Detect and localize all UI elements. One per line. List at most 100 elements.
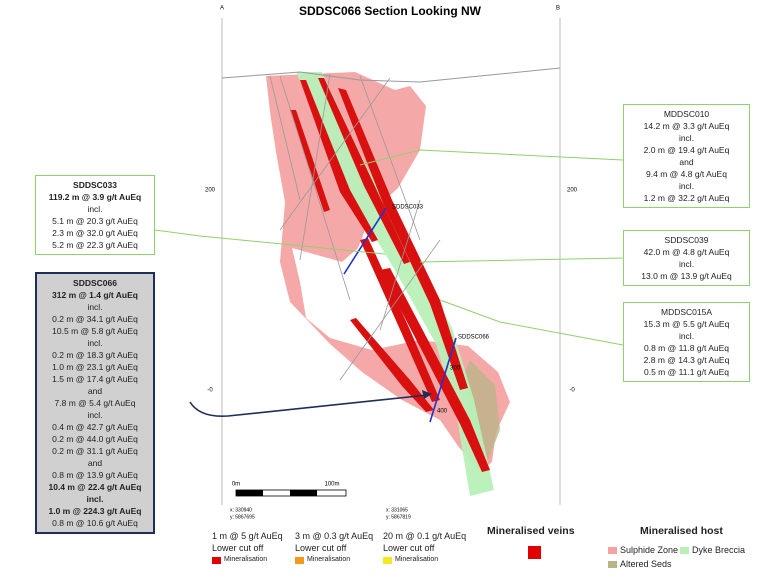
box-line: 0.8 m @ 10.6 g/t AuEq: [52, 518, 138, 528]
trace: [279, 77, 391, 231]
title: SDDSC066 Section Looking NW: [299, 4, 482, 18]
leader: [439, 299, 624, 346]
arrow-head: [422, 390, 432, 399]
trace: [379, 199, 421, 331]
elevation-label: -0: [569, 388, 575, 394]
leader: [419, 257, 624, 263]
box-line: 2.3 m @ 32.0 g/t AuEq: [52, 228, 138, 238]
legend-swatch: [212, 557, 221, 564]
box-line: 10.4 m @ 22.4 g/t AuEq: [48, 482, 142, 492]
vein: [318, 78, 410, 264]
trace: [299, 73, 331, 261]
leaders: [154, 149, 624, 346]
legend-grade: 3 m @ 0.3 g/t AuEq: [295, 531, 374, 541]
box-line: SDDSC039: [664, 235, 709, 245]
arrow: [189, 394, 429, 418]
box-line: 0.2 m @ 44.0 g/t AuEq: [52, 434, 138, 444]
box-line: 5.2 m @ 22.3 g/t AuEq: [52, 240, 138, 250]
legend-grade: 1 m @ 5 g/t AuEq: [212, 531, 283, 541]
coordinate: x: 330940: [230, 507, 252, 513]
section-label: B: [556, 6, 560, 12]
box-line: incl.: [87, 302, 103, 312]
box-line: 312 m @ 1.4 g/t AuEq: [52, 290, 138, 300]
legend-swatch: [608, 547, 617, 554]
box-line: incl.: [678, 133, 695, 143]
legend-heading: Mineralised host: [640, 525, 723, 537]
box-line: 15.3 m @ 5.5 g/t AuEq: [643, 319, 730, 329]
trace: [279, 75, 351, 301]
legend-swatch-label: Mineralisation: [224, 556, 268, 563]
intercept-box: SDDSC039 42.0 m @ 4.8 g/t AuEq incl. 13.0 m…: [623, 230, 750, 286]
box-line: 0.2 m @ 31.1 g/t AuEq: [52, 446, 138, 456]
legend-item: Altered Seds: [620, 559, 672, 569]
legend-swatch-label: Mineralisation: [395, 556, 439, 563]
dyke-breccia: [296, 72, 494, 496]
box-line: incl.: [87, 204, 103, 214]
depth-label: 400: [437, 409, 448, 415]
box-line: SDDSC066: [73, 278, 117, 288]
vein: [380, 268, 490, 472]
elevation-label: -0: [207, 388, 213, 394]
hole-label: SDDSC033: [392, 205, 424, 211]
box-line: 13.0 m @ 13.9 g/t AuEq: [641, 271, 732, 281]
vein: [300, 80, 378, 242]
vein: [350, 318, 434, 412]
box-line: 1.0 m @ 23.1 g/t AuEq: [52, 362, 138, 372]
box-line: incl.: [87, 338, 103, 348]
intercept-box: MDDSC010 14.2 m @ 3.3 g/t AuEq incl. 2.0 m …: [623, 104, 750, 208]
scale-block: [236, 490, 263, 496]
box-line: 0.8 m @ 11.8 g/t AuEq: [643, 343, 730, 353]
box-line: and: [87, 386, 103, 396]
box-line: 5.1 m @ 20.3 g/t AuEq: [52, 216, 138, 226]
box-line: 2.0 m @ 19.4 g/t AuEq: [643, 145, 730, 155]
box-line: 0.8 m @ 13.9 g/t AuEq: [52, 470, 138, 480]
box-line: 119.2 m @ 3.9 g/t AuEq: [48, 192, 142, 202]
box-line: 0.2 m @ 18.3 g/t AuEq: [52, 350, 138, 360]
legend-item: Dyke Breccia: [692, 545, 746, 555]
scale-label: 100m: [324, 482, 339, 488]
section-label: A: [220, 6, 224, 12]
legend-swatch-label: Mineralisation: [307, 556, 351, 563]
box-line: 10.5 m @ 5.8 g/t AuEq: [52, 326, 138, 336]
elevation-label: 200: [567, 188, 578, 194]
box-line: SDDSC033: [73, 180, 117, 190]
box-line: incl.: [678, 181, 695, 191]
trace: [269, 75, 301, 201]
box-line: 0.4 m @ 42.7 g/t AuEq: [52, 422, 138, 432]
scale-block: [290, 490, 317, 496]
box-line: 14.2 m @ 3.3 g/t AuEq: [643, 121, 730, 131]
box-line: 7.8 m @ 5.4 g/t AuEq: [54, 398, 136, 408]
box-line: 1.5 m @ 17.4 g/t AuEq: [52, 374, 138, 384]
box-line: incl.: [678, 259, 695, 269]
legend-swatch: [383, 557, 392, 564]
legend-swatch: [295, 557, 304, 564]
hole-sddsc066: [429, 337, 457, 423]
box-line: 1.2 m @ 32.2 g/t AuEq: [643, 193, 730, 203]
altered-seds: [462, 360, 500, 460]
box-line: MDDSC015A: [660, 307, 713, 317]
vein: [338, 88, 468, 390]
drill-traces: [269, 73, 441, 381]
leader: [154, 229, 386, 255]
topography: [221, 67, 561, 83]
depth-label: 300: [450, 366, 461, 372]
hole-sddsc033: [343, 207, 387, 275]
intercept-box: SDDSC033 119.2 m @ 3.9 g/t AuEq incl. 5.1 m…: [35, 175, 155, 255]
coordinate: y: 5867695: [230, 514, 255, 520]
vein: [290, 110, 330, 212]
coordinate: y: 5867819: [386, 514, 411, 520]
elevation-label: 200: [205, 188, 216, 194]
box-line: 2.8 m @ 14.3 g/t AuEq: [643, 355, 730, 365]
intercept-box: MDDSC015A 15.3 m @ 5.5 g/t AuEq incl. 0.8 m…: [623, 302, 750, 382]
legend-swatch: [608, 561, 617, 568]
vein: [360, 238, 440, 402]
coordinate: x: 331065: [386, 507, 408, 513]
legend-item: Sulphide Zone: [620, 545, 679, 555]
box-line: 0.2 m @ 34.1 g/t AuEq: [52, 314, 138, 324]
box-line: and: [679, 157, 694, 167]
intercept-box: SDDSC066 312 m @ 1.4 g/t AuEq incl. 0.2 m @…: [35, 272, 155, 534]
box-line: incl.: [678, 331, 695, 341]
legend-swatch: [528, 546, 541, 559]
